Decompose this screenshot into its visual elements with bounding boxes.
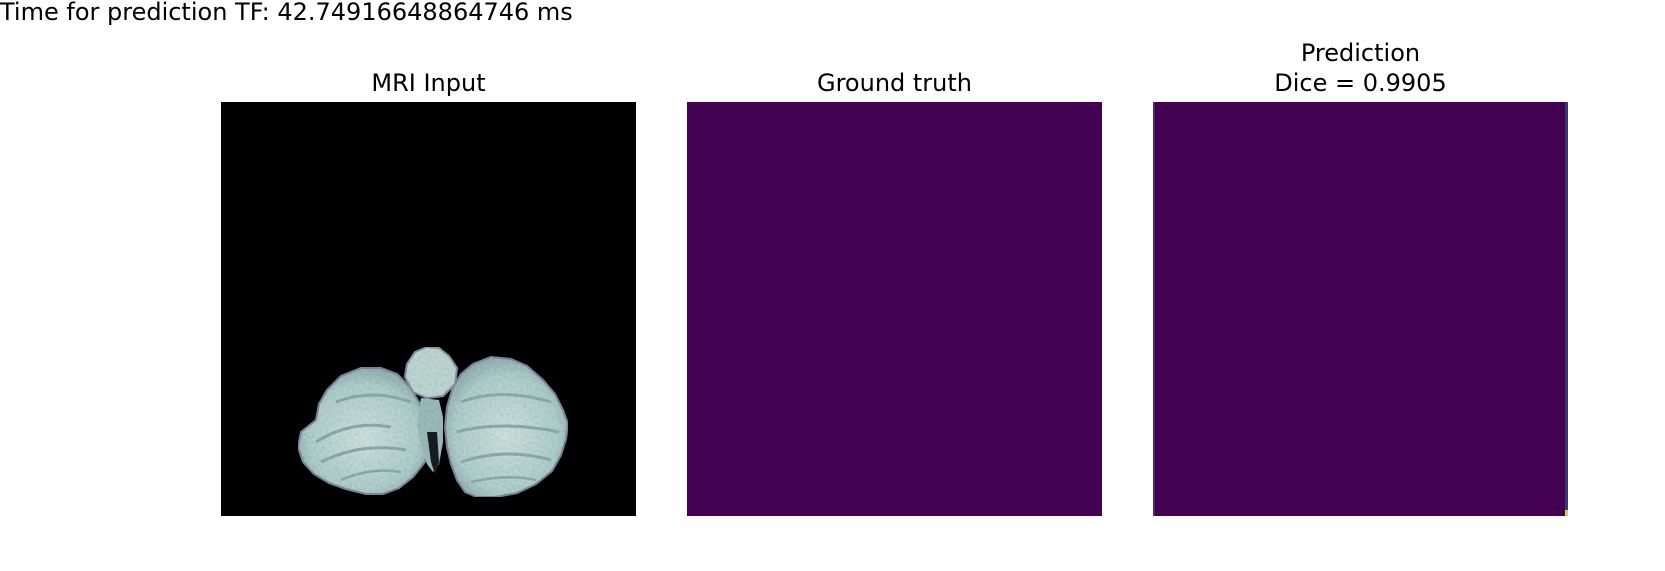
cerebellum-tissue bbox=[296, 345, 570, 498]
prediction-title: Prediction bbox=[1300, 39, 1421, 67]
ground-truth-panel: Ground truth bbox=[687, 0, 1102, 571]
dice-score-label: Dice = 0.9905 bbox=[1274, 69, 1447, 97]
ground-truth-image bbox=[687, 102, 1102, 516]
mri-input-image bbox=[221, 102, 636, 516]
mri-input-title: MRI Input bbox=[371, 69, 486, 97]
mri-input-panel: MRI Input bbox=[221, 0, 636, 571]
ground-truth-title: Ground truth bbox=[816, 69, 972, 97]
prediction-timing-text: Time for prediction TF: 42.7491664886474… bbox=[0, 0, 573, 26]
prediction-panel: Prediction Dice = 0.9905 bbox=[1153, 0, 1568, 571]
prediction-image bbox=[1153, 102, 1568, 516]
